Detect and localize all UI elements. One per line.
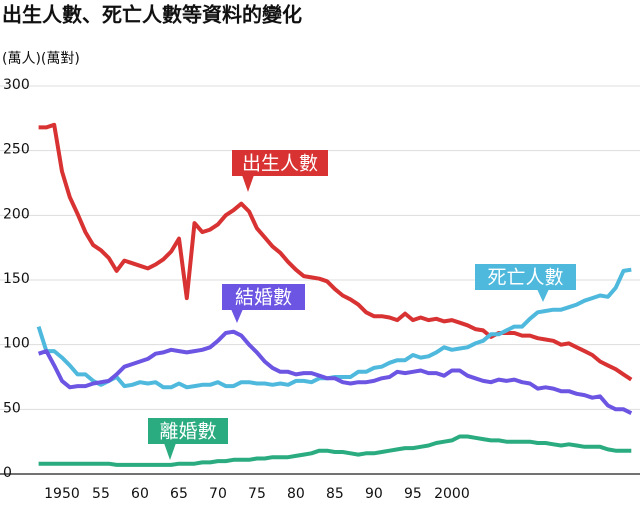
callout-pointer (231, 309, 243, 323)
x-tick-label: 65 (170, 486, 188, 502)
legend-label: 結婚數 (235, 287, 292, 309)
callout: 離婚數 (148, 418, 228, 460)
y-tick-label: 250 (3, 142, 30, 158)
x-tick-label: 1950 (44, 486, 80, 502)
series-line (38, 122, 633, 382)
y-tick-label: 50 (3, 400, 21, 416)
x-tick-label: 55 (92, 486, 110, 502)
x-tick-label: 80 (287, 486, 305, 502)
y-tick-label: 150 (3, 271, 30, 287)
y-axis-label: (萬人)(萬對) (2, 51, 80, 67)
callout-pointer (164, 443, 176, 460)
series-line (37, 329, 633, 415)
legend-label: 離婚數 (159, 421, 216, 443)
x-tick-label: 75 (248, 486, 266, 502)
y-tick-label: 200 (3, 206, 30, 222)
callout: 死亡人數 (475, 264, 576, 302)
callout-box (475, 264, 576, 290)
callout-box (232, 150, 328, 176)
callout-box (148, 418, 228, 444)
callout-pointer (537, 289, 549, 302)
x-tick-label: 95 (404, 486, 422, 502)
legend-label: 出生人數 (242, 153, 318, 175)
callout: 出生人數 (232, 150, 328, 192)
x-tick-label: 90 (365, 486, 383, 502)
y-tick-label: 0 (3, 465, 12, 481)
callout: 結婚數 (222, 284, 305, 323)
y-tick-label: 300 (3, 77, 30, 93)
x-tick-label: 2000 (434, 486, 470, 502)
x-tick-label: 70 (209, 486, 227, 502)
chart-title: 出生人數、死亡人數等資料的變化 (2, 3, 302, 27)
callout-pointer (242, 175, 254, 192)
x-tick-label: 60 (131, 486, 149, 502)
legend-label: 死亡人數 (487, 267, 563, 289)
x-tick-label: 85 (326, 486, 344, 502)
callout-box (222, 284, 305, 310)
y-tick-label: 100 (3, 336, 30, 352)
series-line (38, 434, 632, 467)
